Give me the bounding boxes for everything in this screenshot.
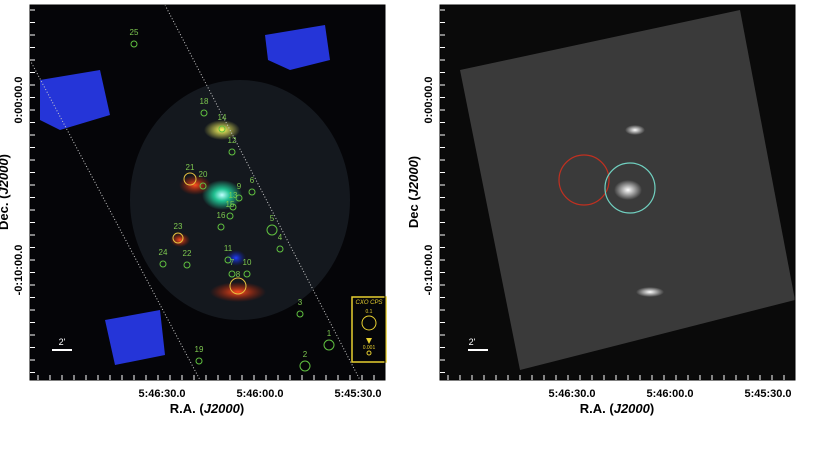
left-image xyxy=(29,4,387,381)
x-axis-label: R.A. (J2000) xyxy=(170,401,244,416)
source-circle xyxy=(235,194,243,202)
source-circle xyxy=(266,224,278,236)
label-prefix: R.A. ( xyxy=(580,401,615,416)
x-axis-label: R.A. (J2000) xyxy=(580,401,654,416)
source-label: 9 xyxy=(237,182,242,191)
source-circle xyxy=(130,40,138,48)
source-circle xyxy=(195,357,203,365)
source-label: 15 xyxy=(226,200,235,209)
source-label: 14 xyxy=(218,113,227,122)
label-epoch: J2000 xyxy=(614,401,651,416)
source-label: 20 xyxy=(199,170,208,179)
source-label: 25 xyxy=(130,28,139,37)
source-circle xyxy=(229,277,247,295)
source-circle xyxy=(248,188,256,196)
source-label: 13 xyxy=(229,191,238,200)
ra-tick-label: 5:46:00.0 xyxy=(646,388,693,400)
source-circle xyxy=(172,232,184,244)
source-label: 12 xyxy=(228,136,237,145)
source-circle xyxy=(217,223,225,231)
source-circle xyxy=(200,109,208,117)
source-circle xyxy=(183,172,197,186)
y-axis-label: Dec (J2000) xyxy=(406,156,421,228)
source-circle xyxy=(276,245,284,253)
source-label: 24 xyxy=(159,248,168,257)
source-label: 7 xyxy=(230,258,235,267)
ra-tick-label: 5:46:30.0 xyxy=(548,388,595,400)
scale-bar-label: 2' xyxy=(469,337,476,347)
source-circle xyxy=(228,148,236,156)
label-suffix: ) xyxy=(406,156,421,160)
source-circle xyxy=(243,270,251,278)
label-prefix: Dec. ( xyxy=(0,194,11,230)
right-image xyxy=(439,4,796,381)
source-label: 4 xyxy=(278,233,283,242)
source-circle xyxy=(226,212,234,220)
legend-title: CXO CPS xyxy=(355,300,382,306)
ra-tick-label: 5:46:30.0 xyxy=(138,388,185,400)
source-circle xyxy=(296,310,304,318)
annotations: 0:00:00.0 -0:10:00.0 5:46:30.0 5:46:00.0 5:4… xyxy=(0,9,797,416)
source-circle xyxy=(323,339,335,351)
source-label: 5 xyxy=(270,214,275,223)
ra-tick-label: 5:46:00.0 xyxy=(236,388,283,400)
source-label: 18 xyxy=(200,97,209,106)
source-label: 19 xyxy=(195,345,204,354)
source-circle xyxy=(159,260,167,268)
dec-tick-label: -0:10:00.0 xyxy=(423,245,435,296)
source-label: 11 xyxy=(224,244,233,253)
dec-tick-label: -0:10:00.0 xyxy=(13,245,25,296)
y-axis-label: Dec. (J2000) xyxy=(0,154,11,230)
source-label: 1 xyxy=(327,329,332,338)
source-circle xyxy=(299,360,311,372)
label-prefix: Dec ( xyxy=(406,196,421,228)
source-circle xyxy=(199,182,207,190)
ra-tick-label: 5:45:30.0 xyxy=(334,388,381,400)
source-label: 6 xyxy=(250,176,255,185)
source-circle xyxy=(218,125,226,133)
source-label: 2 xyxy=(303,350,308,359)
source-circle xyxy=(183,261,191,269)
source-label: 16 xyxy=(217,211,226,220)
ra-tick-label: 5:45:30.0 xyxy=(744,388,791,400)
source-circle xyxy=(228,270,236,278)
source-label: 23 xyxy=(174,222,183,231)
label-epoch: J2000 xyxy=(406,159,421,196)
source-label: 22 xyxy=(183,249,192,258)
scale-bar-label: 2' xyxy=(59,337,66,347)
label-epoch: J2000 xyxy=(204,401,241,416)
source-circle xyxy=(229,203,237,211)
dec-tick-label: 0:00:00.0 xyxy=(423,76,435,123)
label-epoch: J2000 xyxy=(0,158,11,195)
legend-low: 0.001 xyxy=(363,345,376,351)
source-label: 3 xyxy=(298,298,303,307)
source-label: 8 xyxy=(236,270,241,279)
label-suffix: ) xyxy=(240,401,244,416)
label-prefix: R.A. ( xyxy=(170,401,205,416)
label-suffix: ) xyxy=(650,401,654,416)
source-label: 10 xyxy=(243,258,252,267)
dec-tick-label: 0:00:00.0 xyxy=(13,76,25,123)
label-suffix: ) xyxy=(0,154,11,158)
source-circle xyxy=(224,256,232,264)
legend-high: 0.1 xyxy=(366,309,373,315)
source-label: 21 xyxy=(186,163,195,172)
